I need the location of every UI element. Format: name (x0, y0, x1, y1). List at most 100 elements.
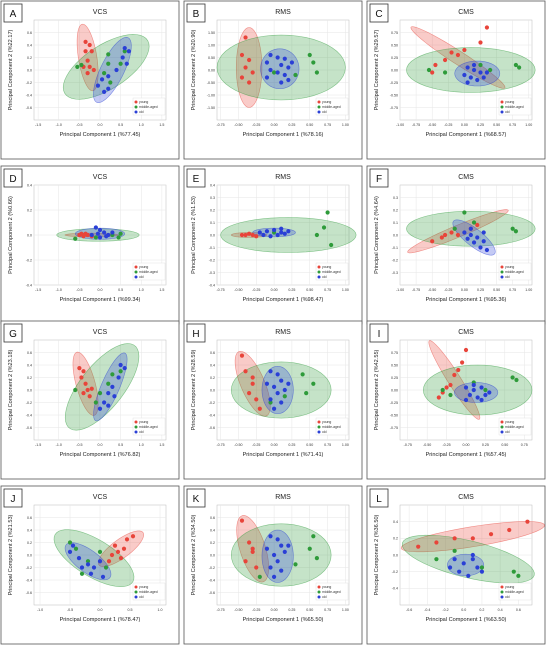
point-old (126, 49, 131, 54)
panel-i: I CMS -0.75 -0.50 -0.25 0.00 0.25 0.50 0.75 -0.75… (366, 320, 546, 480)
point-old (475, 565, 480, 570)
point-old (475, 235, 480, 240)
y-tick-label: -0.25 (390, 81, 398, 85)
x-tick-label: 1.0 (139, 123, 144, 127)
point-young (449, 50, 454, 55)
point-middle-aged (517, 65, 522, 70)
point-old (461, 561, 466, 566)
legend-marker-middle-aged (317, 425, 321, 429)
x-tick-label: -0.50 (428, 288, 436, 292)
point-old (463, 385, 469, 390)
y-tick-label: 0.4 (393, 520, 398, 524)
point-old (271, 384, 277, 389)
x-tick-label: 1.0 (139, 443, 144, 447)
point-old (275, 391, 280, 396)
point-old (282, 56, 287, 61)
y-tick-label: 0.00 (208, 68, 215, 72)
point-young (250, 375, 255, 380)
y-tick-label: 0.0 (27, 233, 32, 237)
point-old (462, 230, 467, 235)
point-middle-aged (483, 387, 488, 393)
x-tick-label: -1.5 (35, 123, 41, 127)
point-old (470, 552, 475, 558)
point-old (484, 247, 490, 253)
legend-marker-middle-aged (500, 590, 504, 594)
point-old (106, 403, 111, 408)
y-tick-label: -0.4 (209, 283, 215, 287)
point-old (271, 406, 277, 411)
point-old (484, 70, 490, 75)
point-middle-aged (271, 70, 277, 75)
y-tick-label: -0.4 (26, 283, 32, 287)
y-tick-label: -0.50 (390, 93, 398, 97)
point-old (88, 571, 94, 576)
point-old (70, 543, 76, 548)
point-middle-aged (314, 232, 319, 238)
x-tick-label: -0.25 (442, 443, 450, 447)
point-old (289, 60, 295, 65)
point-old (275, 559, 280, 564)
point-young (83, 381, 88, 386)
x-tick-label: 0.00 (271, 608, 278, 612)
point-middle-aged (268, 400, 273, 405)
point-young (239, 353, 245, 358)
point-young (243, 65, 248, 70)
legend-box (498, 417, 532, 436)
y-axis-label: Principal Component 2 (%34.50) (191, 514, 197, 595)
point-middle-aged (513, 62, 519, 68)
panel-label: D (9, 174, 16, 185)
point-young (250, 549, 255, 554)
legend-label: middle-aged (322, 105, 341, 109)
point-old (282, 387, 287, 393)
point-young (77, 366, 82, 371)
point-old (468, 226, 473, 231)
legend-marker-middle-aged (317, 590, 321, 594)
y-tick-label: 0.6 (27, 516, 32, 520)
legend-marker-middle-aged (500, 425, 504, 429)
x-tick-label: -0.50 (423, 443, 431, 447)
point-middle-aged (106, 61, 111, 66)
point-young (83, 39, 88, 44)
y-tick-label: -0.50 (207, 81, 215, 85)
y-tick-label: -0.2 (392, 570, 398, 574)
point-old (471, 387, 476, 393)
point-middle-aged (103, 565, 109, 570)
x-tick-label: -0.50 (234, 123, 242, 127)
legend-label: young (139, 420, 148, 424)
point-old (124, 61, 129, 66)
legend-label: young (322, 100, 331, 104)
point-young (442, 57, 448, 63)
x-tick-label: 0.25 (288, 123, 295, 127)
y-tick-label: -0.6 (209, 426, 215, 430)
legend-marker-old (500, 595, 504, 599)
x-tick-label: 1.5 (159, 288, 164, 292)
point-young (452, 536, 457, 541)
legend-marker-young (500, 265, 504, 269)
point-young (452, 372, 457, 378)
point-old (465, 236, 470, 241)
y-tick-label: 0.2 (27, 541, 32, 545)
x-tick-label: 1.0 (158, 608, 163, 612)
point-young (254, 397, 259, 402)
x-axis-label: Principal Component 1 (%99.34) (60, 297, 141, 303)
point-old (462, 72, 467, 78)
legend-marker-middle-aged (134, 270, 138, 274)
y-tick-label: -0.25 (390, 401, 398, 405)
y-tick-label: 0.4 (210, 183, 215, 187)
point-young (239, 232, 245, 238)
y-axis-label: Principal Component 2 (%28.59) (191, 349, 197, 430)
legend-label: old (505, 595, 510, 599)
x-tick-label: 1.00 (342, 443, 349, 447)
point-middle-aged (479, 565, 485, 570)
legend-label: old (505, 430, 510, 434)
point-old (268, 234, 273, 239)
chart-title: CMS (458, 329, 474, 336)
y-axis-label: Principal Component 2 (%23.18) (8, 349, 14, 430)
point-young (243, 35, 248, 40)
point-middle-aged (325, 210, 330, 215)
y-tick-label: -0.2 (209, 401, 215, 405)
point-old (470, 557, 475, 562)
point-middle-aged (311, 381, 316, 386)
point-middle-aged (329, 242, 334, 248)
panel-l: L CMS -0.6 -0.4 -0.2 0.0 0.2 0.4 0.6 -0.4 -0.2 0.0 0… (366, 485, 546, 645)
